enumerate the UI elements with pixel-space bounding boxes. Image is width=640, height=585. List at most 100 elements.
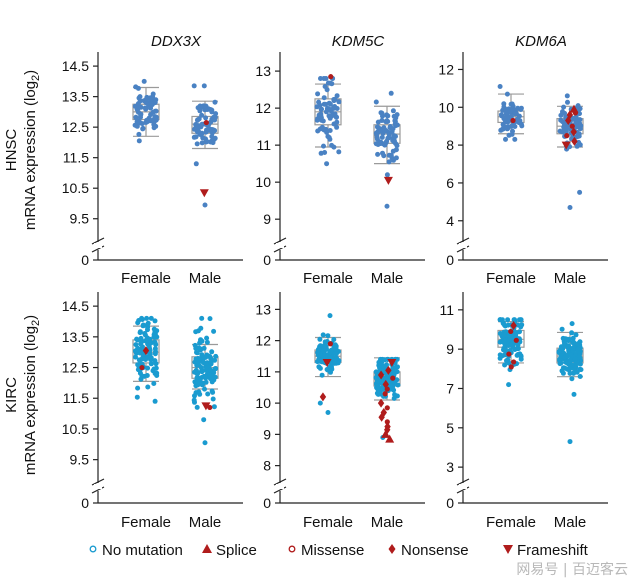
- data-point: [146, 345, 152, 350]
- data-point: [209, 388, 215, 394]
- data-point: [573, 119, 579, 125]
- axis-break-gap: [94, 243, 102, 248]
- data-point: [197, 108, 203, 114]
- mutation-point-missense: [390, 375, 396, 381]
- x-category-label: Female: [303, 514, 353, 531]
- x-category-label: Male: [371, 270, 404, 287]
- data-point: [504, 91, 510, 97]
- data-point: [569, 362, 575, 368]
- data-point: [391, 157, 396, 163]
- data-point: [390, 126, 396, 132]
- data-point: [577, 126, 583, 132]
- data-point: [325, 333, 331, 339]
- y-tick-label: 8: [263, 458, 271, 474]
- mutation-point-splice: [385, 434, 395, 443]
- y-tick-label: 11: [439, 302, 454, 318]
- data-point: [317, 344, 323, 350]
- y-tick-label: 14.5: [62, 298, 89, 314]
- data-point: [142, 332, 148, 338]
- y-tick-label: 12.5: [62, 360, 89, 376]
- mutation-point-missense: [203, 119, 209, 126]
- data-point: [560, 109, 565, 115]
- data-point: [210, 396, 216, 402]
- data-point: [213, 111, 219, 117]
- data-point: [321, 95, 327, 101]
- data-point: [325, 134, 331, 139]
- row-label-hnsc: HNSC mRNA expression (log2): [3, 70, 42, 230]
- data-point: [393, 147, 399, 153]
- mutation-point-nonsense: [566, 110, 574, 120]
- axis-break-gap: [459, 484, 467, 489]
- data-point: [375, 119, 381, 125]
- y-tick-label: 10: [255, 174, 271, 190]
- data-point: [196, 345, 202, 351]
- data-point: [501, 104, 507, 110]
- mutation-point-frameshift: [383, 176, 393, 185]
- data-point: [373, 141, 379, 147]
- data-point: [512, 136, 518, 142]
- y-tick-label: 3: [446, 459, 454, 475]
- data-point: [329, 366, 335, 372]
- data-point: [560, 346, 566, 352]
- data-point: [137, 330, 143, 336]
- legend-item-nonsense: Nonsense: [388, 542, 469, 559]
- data-point: [324, 161, 330, 167]
- data-point: [140, 323, 146, 329]
- y-tick-label: 13.5: [62, 89, 89, 105]
- data-point: [560, 370, 566, 376]
- data-point: [193, 390, 199, 396]
- legend-label: Missense: [301, 542, 364, 559]
- data-point: [375, 384, 381, 390]
- data-point: [140, 356, 146, 362]
- data-point: [317, 336, 323, 342]
- data-point: [577, 189, 583, 195]
- data-point: [567, 205, 573, 211]
- data-point: [143, 96, 149, 102]
- row-label-measure: mRNA expression (log2): [22, 315, 42, 475]
- data-point: [201, 345, 207, 351]
- x-category-label: Male: [371, 514, 404, 531]
- data-point: [138, 360, 143, 366]
- panel-hnsc-kdm5c: KDM5C 0 9 10 11 12 13 Female Male: [255, 33, 425, 287]
- data-point: [334, 106, 340, 111]
- data-point: [148, 315, 154, 321]
- x-category-label: Male: [189, 514, 222, 531]
- data-point: [577, 366, 583, 372]
- mutation-point-frameshift: [199, 189, 209, 198]
- legend-marker: [503, 545, 513, 554]
- row-label-group: KIRC: [3, 377, 20, 413]
- data-point: [518, 356, 524, 362]
- x-category-label: Female: [121, 270, 171, 287]
- data-point: [134, 336, 140, 342]
- data-point: [388, 152, 394, 158]
- data-point: [151, 326, 157, 332]
- data-point: [562, 340, 567, 346]
- data-point: [133, 354, 138, 360]
- x-category-label: Female: [486, 514, 536, 531]
- data-point: [324, 129, 330, 135]
- legend-item-frameshift: Frameshift: [503, 542, 589, 559]
- data-point: [315, 128, 321, 134]
- data-point: [132, 103, 138, 109]
- mutation-point-missense: [207, 404, 213, 411]
- data-point: [200, 135, 206, 141]
- y-tick-label: 11: [256, 364, 271, 380]
- data-point: [327, 313, 333, 319]
- data-point: [153, 365, 159, 371]
- data-point: [506, 332, 512, 338]
- y-tick-label: 4: [446, 213, 454, 229]
- y-tick-label: 0: [81, 495, 89, 511]
- axis-break-gap: [459, 243, 467, 248]
- data-point: [209, 349, 215, 355]
- data-point: [204, 335, 210, 341]
- data-point: [575, 103, 581, 109]
- mutation-point-frameshift: [387, 359, 397, 367]
- data-point: [138, 104, 144, 110]
- data-point: [569, 330, 575, 336]
- legend-marker: [388, 544, 396, 554]
- watermark: 网易号 | 百迈客云: [516, 562, 628, 578]
- data-point: [209, 379, 215, 385]
- data-point: [515, 105, 521, 111]
- data-point: [209, 138, 215, 144]
- data-point: [502, 362, 508, 368]
